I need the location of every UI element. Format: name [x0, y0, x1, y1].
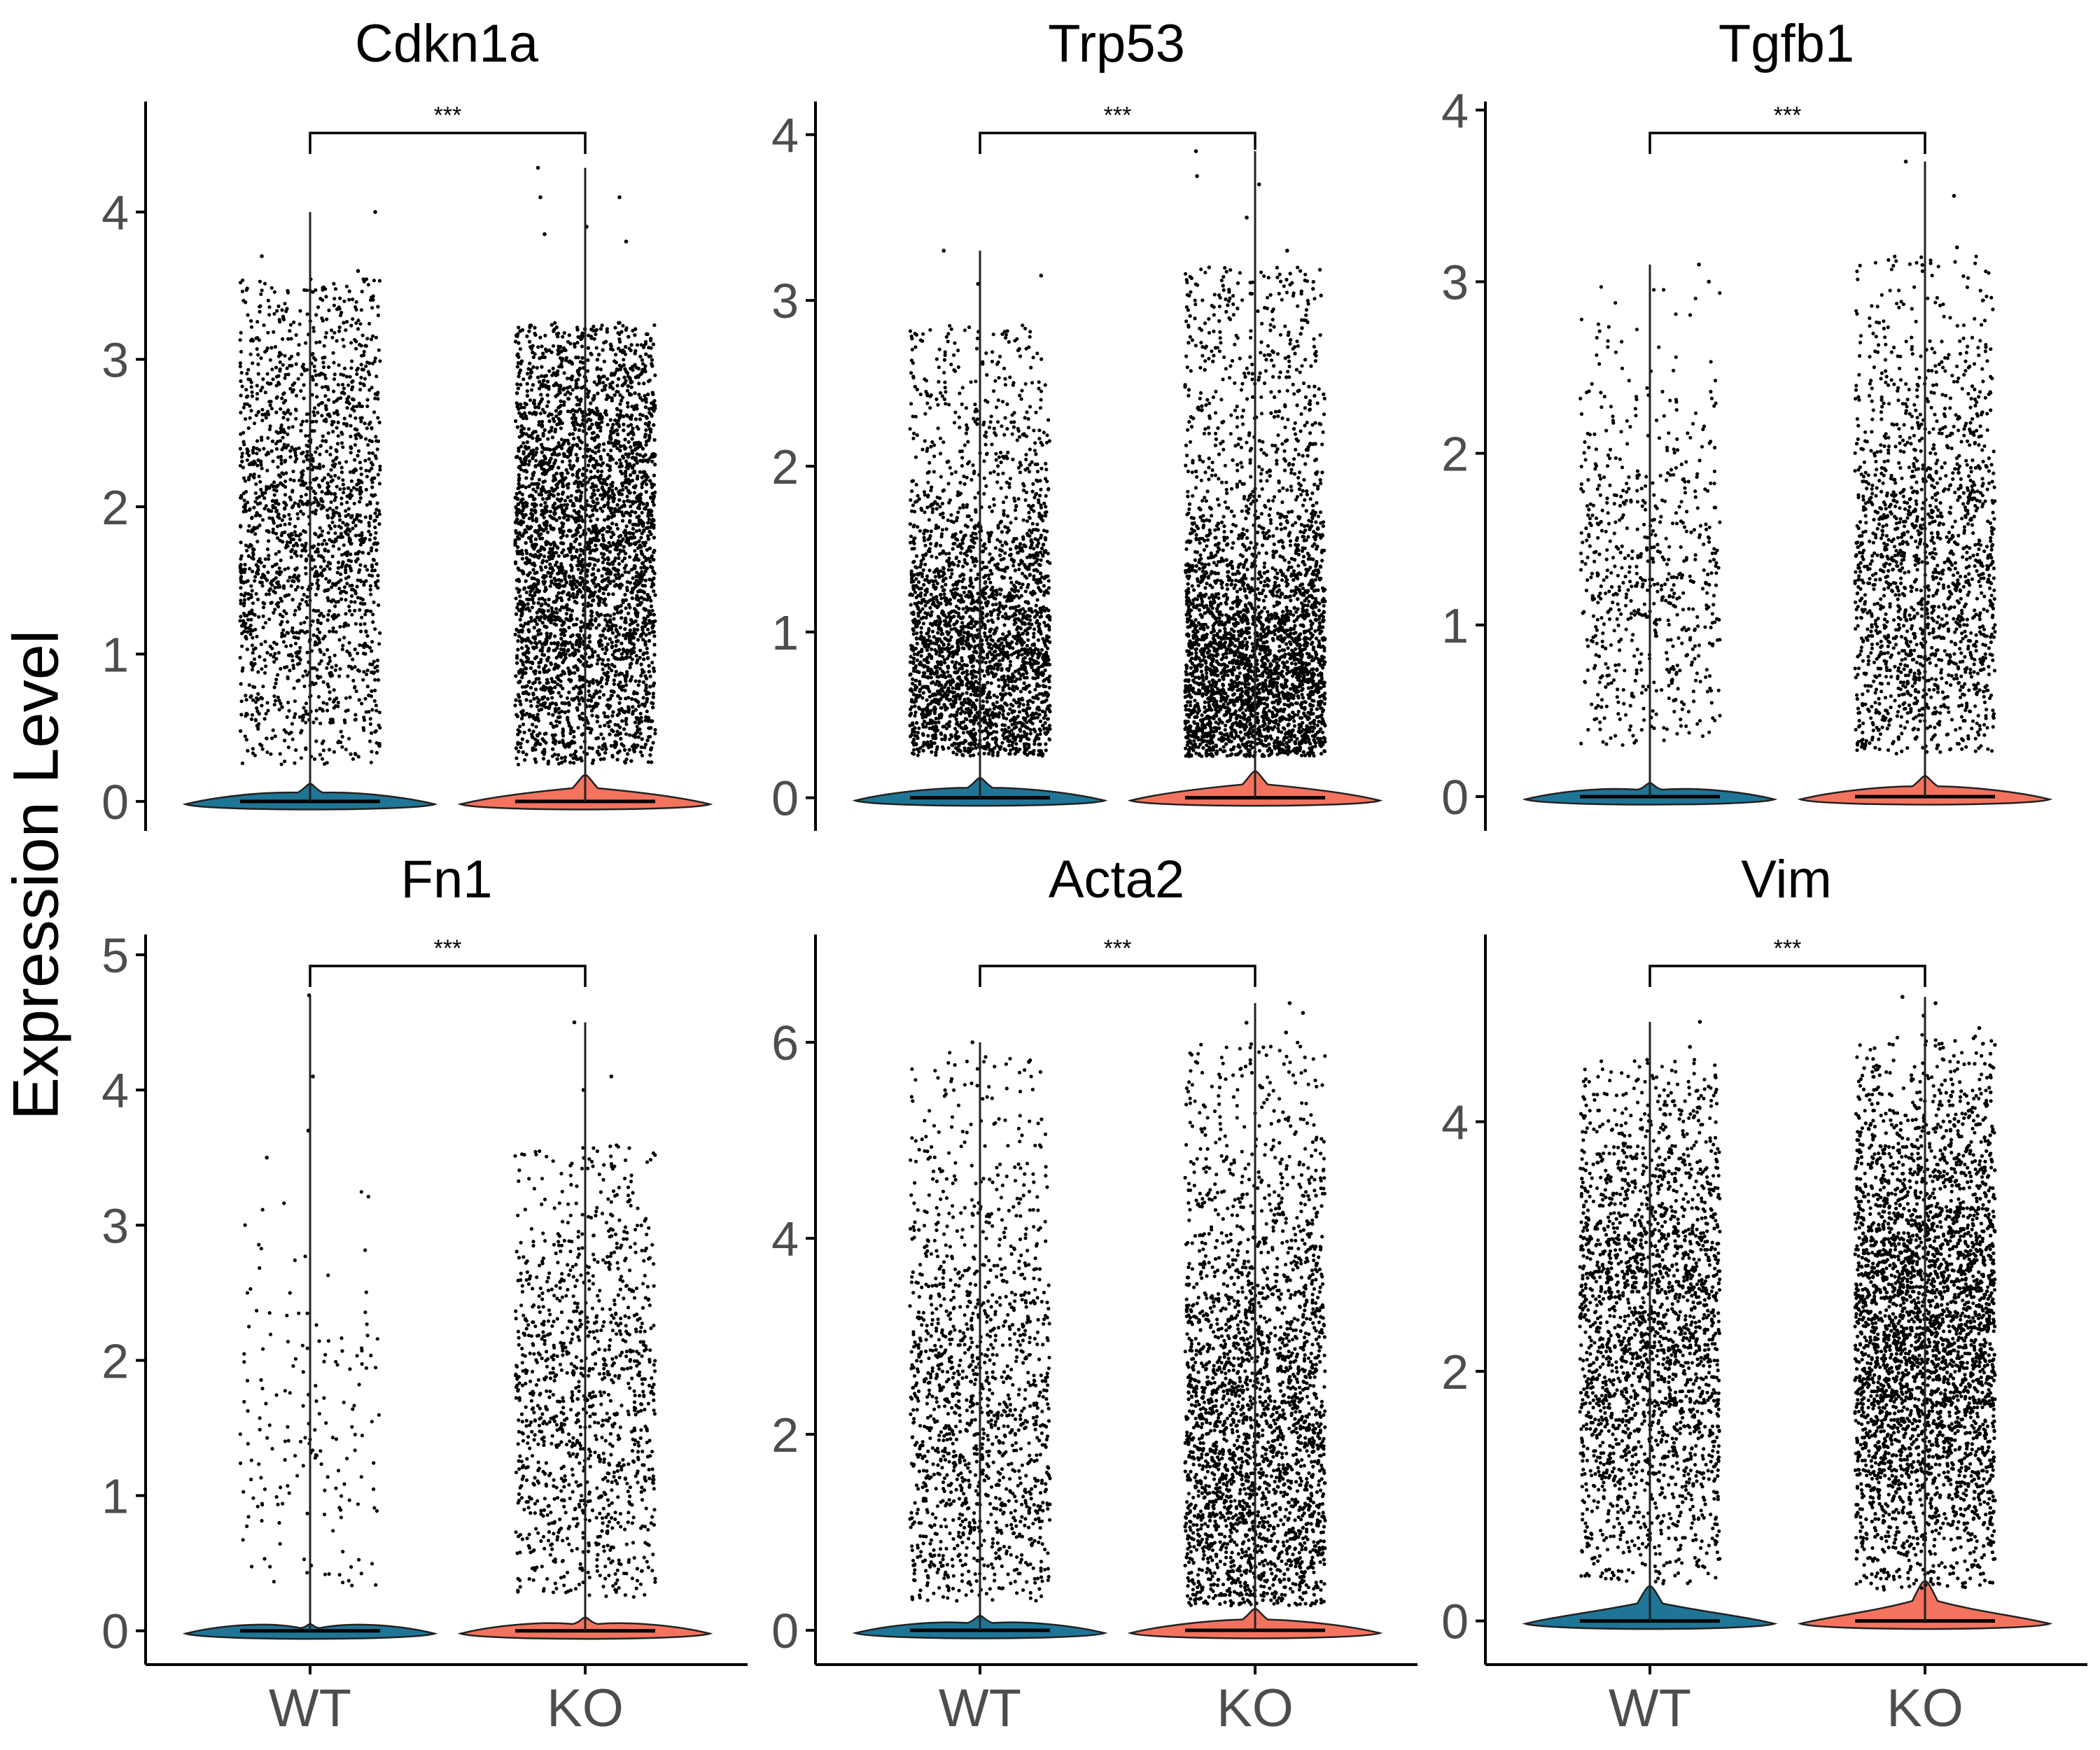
significance-label: *** — [1104, 102, 1132, 129]
series-wt — [852, 248, 1108, 807]
series-ko: KO — [457, 1020, 713, 1738]
y-tick-label: 2 — [1441, 1345, 1469, 1399]
y-tick-label: 2 — [771, 440, 799, 494]
x-tick-label: WT — [269, 1679, 351, 1738]
y-tick-label: 4 — [102, 1063, 129, 1118]
significance-label: *** — [1104, 935, 1132, 962]
series-ko — [457, 165, 713, 811]
jitter-points-wt — [908, 248, 1052, 758]
jitter-points-ko — [513, 165, 657, 766]
series-ko: KO — [1127, 1001, 1383, 1738]
x-tick-label: KO — [1217, 1679, 1294, 1738]
panel-title: Vim — [1741, 850, 1832, 909]
series-wt: WT — [852, 1040, 1108, 1738]
series-wt — [182, 210, 438, 811]
series-ko — [1127, 149, 1383, 807]
y-tick-label: 3 — [771, 274, 799, 328]
y-tick-label: 0 — [102, 1604, 129, 1659]
x-tick-label: KO — [547, 1679, 624, 1738]
jitter-points-wt — [1578, 262, 1722, 747]
y-tick-label: 2 — [102, 1334, 129, 1388]
y-tick-label: 1 — [102, 627, 129, 682]
y-tick-label: 4 — [1441, 1095, 1469, 1149]
y-tick-label: 0 — [771, 771, 799, 826]
series-wt: WT — [1522, 1020, 1778, 1738]
y-tick-label: 0 — [1441, 770, 1469, 825]
panel-title: Trp53 — [1048, 14, 1185, 74]
y-tick-label: 4 — [1441, 83, 1469, 138]
panel-title: Tgfb1 — [1718, 14, 1854, 74]
y-tick-label: 3 — [102, 1198, 129, 1253]
series-ko — [1797, 160, 2053, 806]
y-tick-label: 0 — [771, 1604, 799, 1658]
panel-tgfb1: Tgfb1 0 1 2 3 4 *** — [1441, 14, 2053, 831]
x-tick-label: WT — [1609, 1679, 1691, 1738]
significance-bracket — [979, 965, 1256, 987]
y-tick-label: 6 — [771, 1016, 799, 1070]
y-tick-label: 1 — [771, 606, 799, 660]
significance-label: *** — [434, 102, 462, 129]
y-tick-label: 4 — [771, 108, 799, 162]
significance-bracket — [309, 132, 587, 154]
y-tick-label: 1 — [1441, 598, 1469, 653]
panel-cdkn1a: Cdkn1a 0 1 2 3 4 *** — [102, 14, 713, 831]
significance-bracket — [979, 132, 1256, 154]
panel-title: Cdkn1a — [355, 14, 539, 74]
series-wt — [1522, 262, 1778, 806]
jitter-points-wt — [238, 993, 382, 1588]
y-tick-label: 2 — [102, 480, 129, 535]
jitter-points-wt — [908, 1040, 1052, 1603]
y-tick-label: 3 — [1441, 255, 1469, 309]
y-tick-label: 4 — [102, 186, 129, 240]
series-wt: WT — [182, 993, 438, 1738]
significance-bracket — [1648, 132, 1926, 154]
panel-title: Fn1 — [401, 850, 493, 909]
y-tick-label: 3 — [102, 332, 129, 387]
y-tick-label: 2 — [771, 1408, 799, 1462]
jitter-points-ko — [1853, 160, 1997, 756]
significance-label: *** — [1774, 935, 1802, 962]
panel-acta2: Acta2 0 2 4 6 WT KO *** — [771, 850, 1418, 1738]
panel-trp53: Trp53 0 1 2 3 4 *** — [771, 14, 1383, 831]
y-tick-label: 1 — [102, 1469, 129, 1524]
panel-fn1: Fn1 0 1 2 3 4 5 WT KO *** — [102, 850, 748, 1738]
series-ko: KO — [1797, 995, 2053, 1738]
x-tick-label: WT — [939, 1679, 1021, 1738]
y-tick-label: 4 — [771, 1212, 799, 1266]
jitter-points-ko — [513, 1020, 657, 1599]
significance-label: *** — [1774, 102, 1802, 129]
jitter-points-wt — [238, 210, 382, 766]
jitter-points-ko — [1183, 1001, 1327, 1608]
significance-bracket — [1648, 965, 1926, 987]
panel-vim: Vim 0 2 4 WT KO *** — [1441, 850, 2087, 1738]
jitter-points-ko — [1183, 149, 1327, 758]
y-tick-label: 2 — [1441, 427, 1469, 482]
y-tick-label: 0 — [102, 775, 129, 830]
significance-bracket — [309, 965, 587, 987]
x-tick-label: KO — [1886, 1679, 1963, 1738]
panel-title: Acta2 — [1049, 850, 1184, 909]
jitter-points-wt — [1578, 1020, 1722, 1586]
jitter-points-ko — [1853, 995, 1997, 1592]
y-tick-label: 5 — [102, 928, 129, 983]
y-tick-label: 0 — [1441, 1595, 1469, 1649]
significance-label: *** — [434, 935, 462, 962]
